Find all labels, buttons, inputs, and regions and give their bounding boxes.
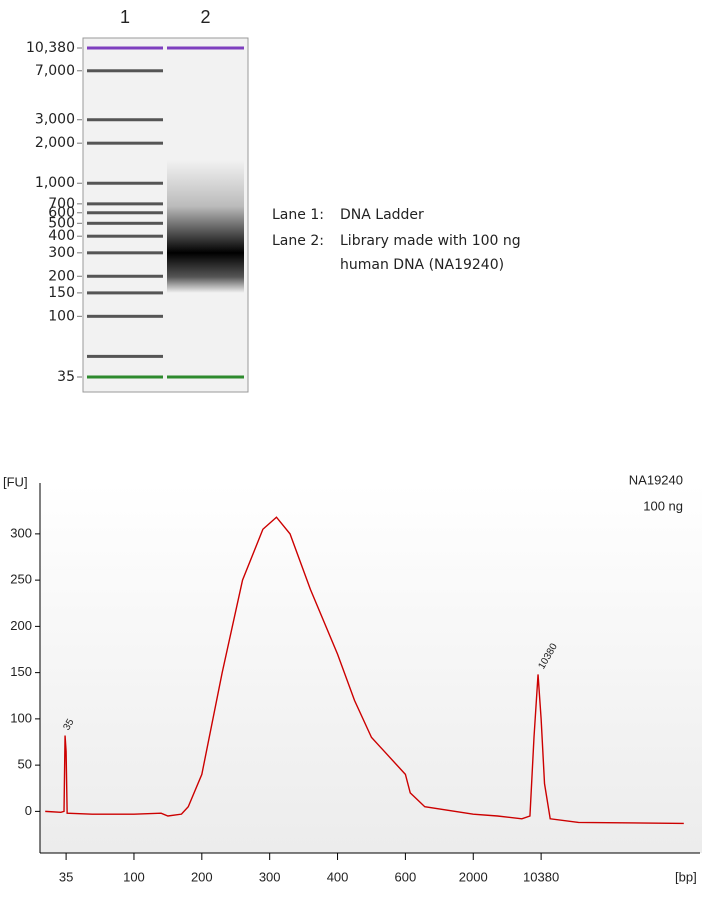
x-tick-label: 300 (259, 869, 281, 884)
size-label: 200 (48, 268, 75, 284)
annotation: 100 ng (643, 498, 683, 513)
size-label: 300 (48, 245, 75, 261)
lane-label: 1 (120, 7, 130, 27)
y-tick-label: 200 (10, 618, 32, 633)
legend-lane: Lane 1: (272, 207, 324, 223)
band (87, 211, 163, 214)
y-axis-label: [FU] (3, 474, 28, 489)
band (87, 69, 163, 72)
band (87, 315, 163, 318)
x-tick-label: 35 (59, 869, 73, 884)
band (87, 118, 163, 121)
x-tick-label: 2000 (459, 869, 488, 884)
size-label: 400 (48, 228, 75, 244)
y-tick-label: 50 (18, 757, 32, 772)
x-tick-label: 10380 (523, 869, 559, 884)
legend-text: Library made with 100 ng (340, 233, 521, 249)
size-label: 10,380 (26, 40, 75, 56)
band (167, 47, 244, 50)
band (87, 182, 163, 185)
y-tick-label: 100 (10, 710, 32, 725)
x-tick-label: 600 (395, 869, 417, 884)
legend-text: human DNA (NA19240) (340, 257, 504, 273)
legend-lane: Lane 2: (272, 233, 324, 249)
size-label: 7,000 (35, 63, 75, 79)
y-tick-label: 300 (10, 525, 32, 540)
y-tick-label: 150 (10, 664, 32, 679)
band (87, 222, 163, 225)
band (87, 202, 163, 205)
band (87, 251, 163, 254)
lane-label: 2 (200, 7, 210, 27)
size-label: 2,000 (35, 135, 75, 151)
band (87, 142, 163, 145)
band (87, 47, 163, 50)
x-tick-label: 400 (327, 869, 349, 884)
y-tick-label: 250 (10, 572, 32, 587)
smear (167, 160, 244, 293)
band (87, 376, 163, 379)
x-axis-label: [bp] (675, 869, 697, 884)
x-tick-label: 200 (191, 869, 213, 884)
size-label: 1,000 (35, 175, 75, 191)
plot-background (40, 483, 702, 853)
band (167, 376, 244, 379)
figure: 1210,3807,0003,0002,0001,000700600500400… (0, 0, 702, 902)
size-label: 100 (48, 308, 75, 324)
band (87, 291, 163, 294)
y-tick-label: 0 (25, 803, 32, 818)
x-tick-label: 100 (123, 869, 145, 884)
size-label: 150 (48, 285, 75, 301)
legend-entry: NA19240 (629, 472, 683, 487)
band (87, 235, 163, 238)
size-label: 35 (57, 369, 75, 385)
band (87, 355, 163, 358)
legend-text: DNA Ladder (340, 207, 424, 223)
band (87, 275, 163, 278)
size-label: 3,000 (35, 112, 75, 128)
